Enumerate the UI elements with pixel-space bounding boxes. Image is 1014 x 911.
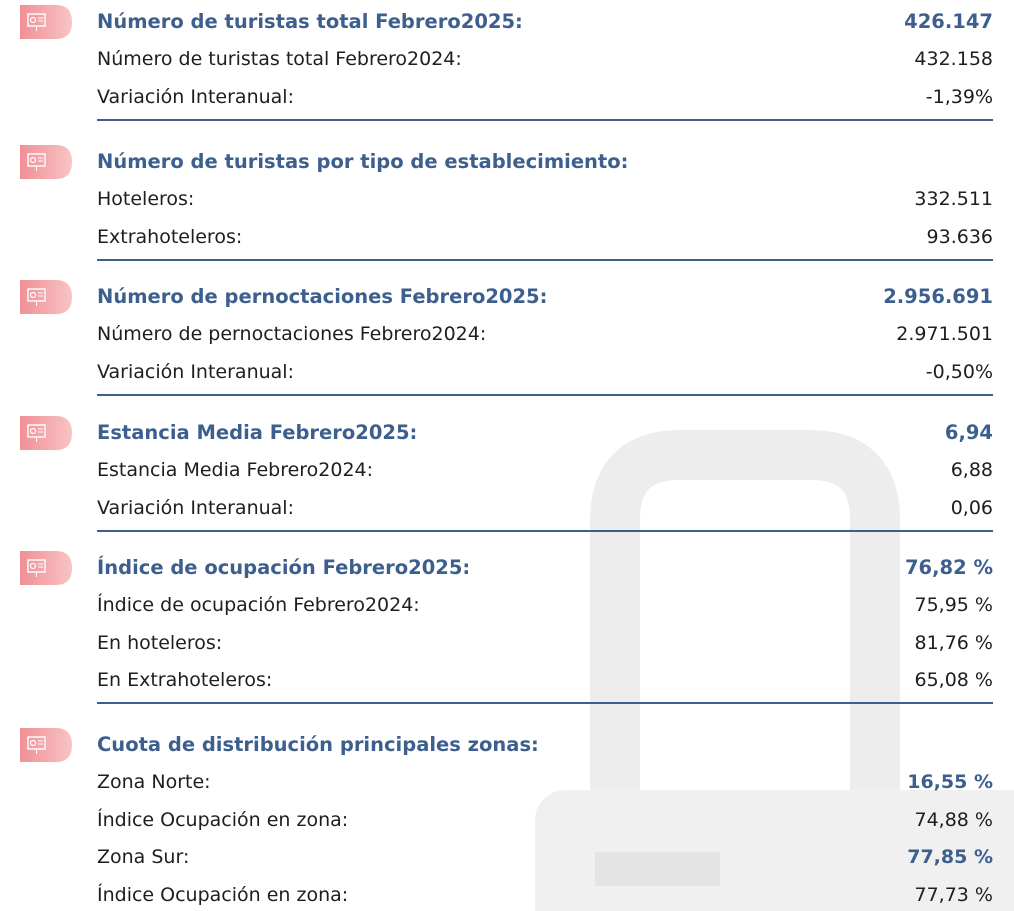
section-title: Número de turistas total Febrero2025: xyxy=(97,10,523,33)
row-value: -0,50% xyxy=(925,360,993,383)
row-label: Número de pernoctaciones Febrero2024: xyxy=(97,323,487,345)
row-value: 81,76 % xyxy=(914,631,994,654)
row-label: Zona Norte: xyxy=(97,771,211,793)
section-icon xyxy=(20,728,72,762)
row-label: Variación Interanual: xyxy=(97,360,294,383)
row-value: 77,73 % xyxy=(914,883,994,906)
row-value: 6,88 xyxy=(950,459,993,481)
section-icon xyxy=(20,5,72,39)
section-icon xyxy=(20,416,72,450)
row-value: 2.971.501 xyxy=(896,323,993,345)
section-icon xyxy=(20,145,72,179)
row-value: -1,39% xyxy=(925,85,993,108)
section-value: 6,94 xyxy=(944,421,993,444)
section-value: 2.956.691 xyxy=(883,285,993,308)
row-value: 75,95 % xyxy=(914,594,994,616)
divider xyxy=(97,258,993,261)
row-label: Variación Interanual: xyxy=(97,85,294,108)
row-value: 93.636 xyxy=(926,225,993,248)
row-label: Hoteleros: xyxy=(97,188,195,210)
row-label: En hoteleros: xyxy=(97,631,223,654)
row-label: Índice Ocupación en zona: xyxy=(97,883,349,906)
row-value: 16,55 % xyxy=(907,771,993,793)
row-label: Variación Interanual: xyxy=(97,496,294,519)
row-label: Extrahoteleros: xyxy=(97,225,243,248)
section-title: Cuota de distribución principales zonas: xyxy=(97,733,539,756)
section-value: 76,82 % xyxy=(904,556,993,579)
row-label: Índice Ocupación en zona: xyxy=(97,808,349,831)
row-value: 77,85 % xyxy=(907,846,993,868)
row-value: 432.158 xyxy=(914,48,993,70)
section-title: Índice de ocupación Febrero2025: xyxy=(97,556,471,579)
section-value: 426.147 xyxy=(904,10,993,33)
row-label: Estancia Media Febrero2024: xyxy=(97,459,374,481)
row-label: Zona Sur: xyxy=(97,846,190,868)
divider xyxy=(97,529,993,532)
section-icon xyxy=(20,280,72,314)
row-label: Índice de ocupación Febrero2024: xyxy=(97,594,420,616)
section-title: Número de turistas por tipo de estableci… xyxy=(97,150,629,173)
section-title: Estancia Media Febrero2025: xyxy=(97,421,418,444)
divider xyxy=(97,118,993,121)
row-value: 332.511 xyxy=(914,188,993,210)
row-value: 65,08 % xyxy=(914,669,994,691)
section-title: Número de pernoctaciones Febrero2025: xyxy=(97,285,548,308)
row-label: Número de turistas total Febrero2024: xyxy=(97,48,462,70)
divider xyxy=(97,393,993,396)
divider xyxy=(97,702,993,704)
row-label: En Extrahoteleros: xyxy=(97,669,273,691)
row-value: 0,06 xyxy=(950,496,993,519)
section-icon xyxy=(20,551,72,585)
row-value: 74,88 % xyxy=(914,808,994,831)
